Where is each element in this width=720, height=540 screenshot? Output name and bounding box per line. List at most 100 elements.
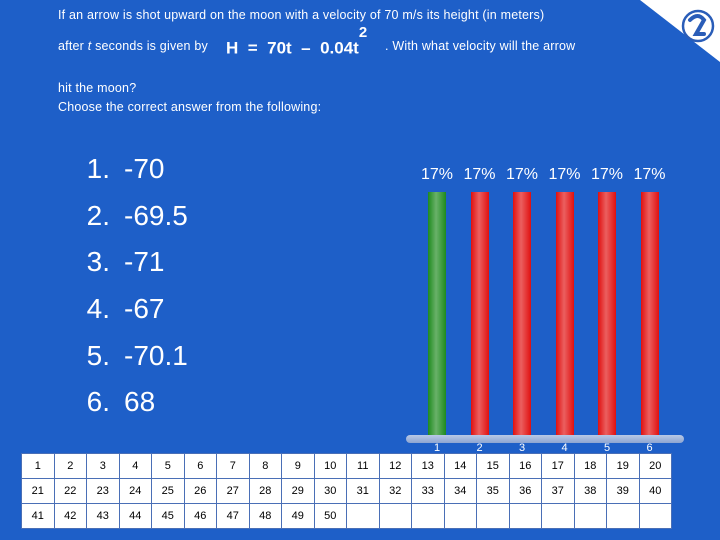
answer-number: 2.	[86, 199, 110, 231]
answer-option-5[interactable]: 5. -70.1	[56, 332, 188, 379]
question-after: after	[58, 39, 85, 53]
keypad-cell-empty	[573, 503, 607, 529]
formula-term1: 70t	[267, 38, 292, 58]
keypad-cell: 50	[313, 503, 347, 529]
keypad-cell: 8	[248, 453, 282, 479]
keypad-grid: 1 2 3 4 5 6 7 8 9 10 11 12 13 14 15 16 17 18 19 20 21 22 23 24 2…	[21, 453, 672, 529]
keypad-cell: 30	[313, 478, 347, 504]
keypad-cell: 9	[281, 453, 315, 479]
keypad-cell: 40	[638, 478, 672, 504]
answer-text: -71	[124, 246, 165, 278]
bar-6	[640, 192, 659, 435]
keypad-cell: 29	[281, 478, 315, 504]
keypad-cell: 6	[183, 453, 217, 479]
keypad-cell-empty	[638, 503, 672, 529]
bar-5	[598, 192, 616, 435]
answer-number: 1.	[86, 153, 110, 185]
keypad-cell: 38	[573, 478, 607, 504]
keypad-cell: 49	[281, 503, 315, 529]
keypad-cell: 3	[86, 453, 120, 479]
keypad-cell: 28	[248, 478, 282, 504]
keypad-cell: 20	[638, 453, 672, 479]
keypad-cell-empty	[541, 503, 575, 529]
keypad-cell: 2	[53, 453, 87, 479]
x-tick-label: 4	[561, 442, 568, 454]
x-tick-label: 1	[433, 442, 441, 454]
keypad-cell: 43	[86, 503, 120, 529]
answer-number: 4.	[86, 293, 110, 325]
response-chart: 17% 1 17% 2 17% 3 17% 4 17% 5 17% 6	[400, 160, 690, 460]
bar-4	[555, 192, 574, 435]
bar-1	[428, 192, 446, 435]
answer-option-3[interactable]: 3. -71	[56, 239, 188, 286]
answer-number: 6.	[86, 386, 110, 418]
keypad-cell: 45	[151, 503, 185, 529]
keypad-cell: 32	[378, 478, 412, 504]
keypad-cell-empty	[378, 503, 412, 529]
keypad-cell-empty	[443, 503, 477, 529]
keypad-cell-empty	[606, 503, 640, 529]
chart-base	[406, 435, 684, 443]
keypad-row: 1 2 3 4 5 6 7 8 9 10 11 12 13 14 15 16 17 18 19 20	[21, 453, 672, 479]
keypad-cell: 31	[346, 478, 380, 504]
answer-text: -70.1	[124, 339, 188, 371]
question-seconds: seconds is given by	[95, 39, 208, 53]
formula-minus: –	[301, 38, 311, 58]
keypad-cell: 33	[411, 478, 445, 504]
height-formula: H = 70t – 0.04t2	[226, 24, 367, 59]
bar-data-label: 17%	[505, 166, 539, 183]
formula-term2: 0.04t	[320, 38, 359, 58]
turning-point-logo-icon	[640, 0, 720, 62]
keypad-cell: 16	[508, 453, 542, 479]
answer-text: -67	[124, 293, 165, 325]
formula-exponent: 2	[358, 24, 368, 41]
keypad-cell: 18	[573, 453, 607, 479]
question-line-1: If an arrow is shot upward on the moon w…	[58, 8, 545, 22]
bar-data-label: 17%	[463, 166, 496, 183]
keypad-cell-empty	[508, 503, 542, 529]
answer-number: 3.	[86, 246, 110, 278]
keypad-cell: 39	[606, 478, 640, 504]
keypad-cell: 7	[216, 453, 250, 479]
keypad-row: 21 22 23 24 25 26 27 28 29 30 31 32 33 34 35 36 37 38 39 40	[21, 478, 672, 504]
keypad-cell-empty	[411, 503, 445, 529]
answer-text: 68	[124, 386, 156, 418]
bar-data-label: 17%	[590, 166, 624, 183]
keypad-cell: 17	[541, 453, 575, 479]
x-tick-label: 3	[518, 442, 526, 454]
keypad-cell: 36	[508, 478, 542, 504]
keypad-row: 41 42 43 44 45 46 47 48 49 50	[21, 503, 672, 529]
keypad-cell: 34	[443, 478, 477, 504]
keypad-cell: 13	[411, 453, 445, 479]
keypad-cell: 44	[118, 503, 152, 529]
keypad-cell: 25	[151, 478, 185, 504]
keypad-cell: 12	[378, 453, 412, 479]
keypad-cell: 48	[248, 503, 282, 529]
bar-data-label: 17%	[633, 166, 666, 183]
x-tick-label: 6	[646, 442, 653, 454]
keypad-cell: 22	[53, 478, 87, 504]
bar-data-label: 17%	[548, 166, 581, 183]
answer-text: -69.5	[124, 199, 188, 231]
bar-3	[513, 192, 531, 435]
question-line-3: hit the moon?	[58, 81, 137, 95]
keypad-cell: 41	[21, 503, 55, 529]
keypad-cell: 23	[86, 478, 120, 504]
bar-2	[470, 192, 489, 435]
keypad-cell: 21	[21, 478, 55, 504]
keypad-cell: 26	[183, 478, 217, 504]
x-tick-label: 2	[476, 442, 483, 454]
keypad-cell: 27	[216, 478, 250, 504]
keypad-cell-empty	[476, 503, 510, 529]
answer-option-1[interactable]: 1. -70	[56, 146, 188, 193]
answer-option-2[interactable]: 2. -69.5	[56, 193, 188, 240]
formula-lhs: H	[226, 38, 239, 58]
keypad-cell: 14	[443, 453, 477, 479]
bar-data-label: 17%	[420, 166, 454, 183]
keypad-cell: 46	[183, 503, 217, 529]
keypad-cell: 42	[53, 503, 87, 529]
answer-option-6[interactable]: 6. 68	[56, 379, 188, 426]
question-line-4: Choose the correct answer from the follo…	[58, 100, 322, 114]
answer-option-4[interactable]: 4. -67	[56, 286, 188, 333]
keypad-cell: 10	[313, 453, 347, 479]
